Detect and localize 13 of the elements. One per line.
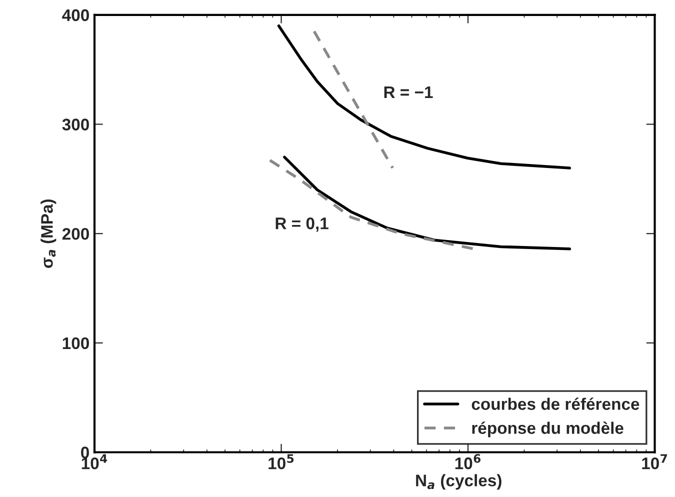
x-tick-label: 10$^{7}$ xyxy=(642,454,667,470)
x-tick-label: 10$^{5}$ xyxy=(268,454,294,470)
x-tick-label: 10$^{6}$ xyxy=(455,454,481,470)
y-axis-title: σ$_{a}$ (MPa) xyxy=(40,200,56,268)
annotation: R = −1 xyxy=(384,86,433,98)
y-tick-label: 200 xyxy=(62,228,89,240)
legend-label: réponse du modèle xyxy=(472,422,624,438)
y-tick-label: 100 xyxy=(62,337,89,350)
annotation: R = 0,1 xyxy=(276,218,328,232)
x-axis-title: N$_{a}$ (cycles) xyxy=(416,474,502,490)
y-tick-label: 400 xyxy=(62,9,89,22)
legend-label: courbes de référence xyxy=(472,398,640,410)
y-tick-label: 300 xyxy=(62,118,89,130)
